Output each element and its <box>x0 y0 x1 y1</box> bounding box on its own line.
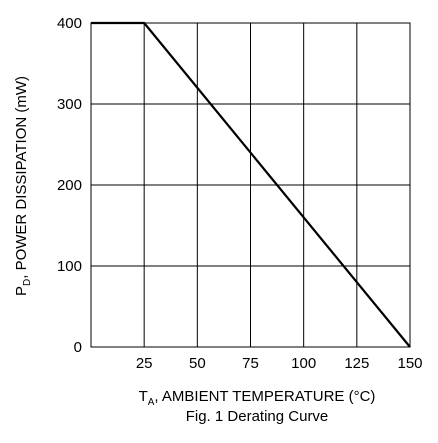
y-axis-label-rest: , POWER DISSIPATION (mW) <box>13 76 30 279</box>
y-tick-label-400: 400 <box>57 15 82 32</box>
y-tick-label-0: 0 <box>74 339 82 356</box>
x-tick-label-50: 50 <box>189 355 206 372</box>
y-tick-label-100: 100 <box>57 258 82 275</box>
x-axis-label: TA, AMBIENT TEMPERATURE (°C) <box>139 388 376 408</box>
x-axis-label-sub: A <box>148 397 155 408</box>
x-tick-label-125: 125 <box>344 355 369 372</box>
y-axis-label-main: P <box>13 286 30 296</box>
y-tick-label-300: 300 <box>57 96 82 113</box>
tick-layer: 0 100 200 300 400 25 50 75 100 125 150 <box>57 15 423 372</box>
x-tick-label-75: 75 <box>242 355 259 372</box>
x-axis-label-main: T <box>139 388 148 405</box>
y-axis-label-sub: D <box>22 279 33 286</box>
x-tick-label-150: 150 <box>397 355 422 372</box>
x-axis-label-rest: , AMBIENT TEMPERATURE (°C) <box>154 388 375 405</box>
x-tick-label-100: 100 <box>291 355 316 372</box>
figure-caption: Fig. 1 Derating Curve <box>186 408 329 425</box>
series-line-0 <box>91 21 411 348</box>
series-layer <box>91 21 411 348</box>
y-axis-label: PD, POWER DISSIPATION (mW) <box>13 76 33 296</box>
y-tick-label-200: 200 <box>57 177 82 194</box>
x-tick-label-25: 25 <box>136 355 153 372</box>
grid-layer <box>90 22 411 348</box>
